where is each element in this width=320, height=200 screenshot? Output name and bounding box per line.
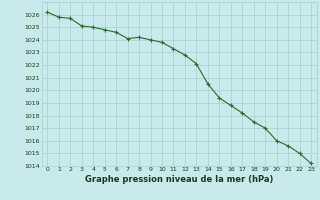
X-axis label: Graphe pression niveau de la mer (hPa): Graphe pression niveau de la mer (hPa) (85, 175, 273, 184)
